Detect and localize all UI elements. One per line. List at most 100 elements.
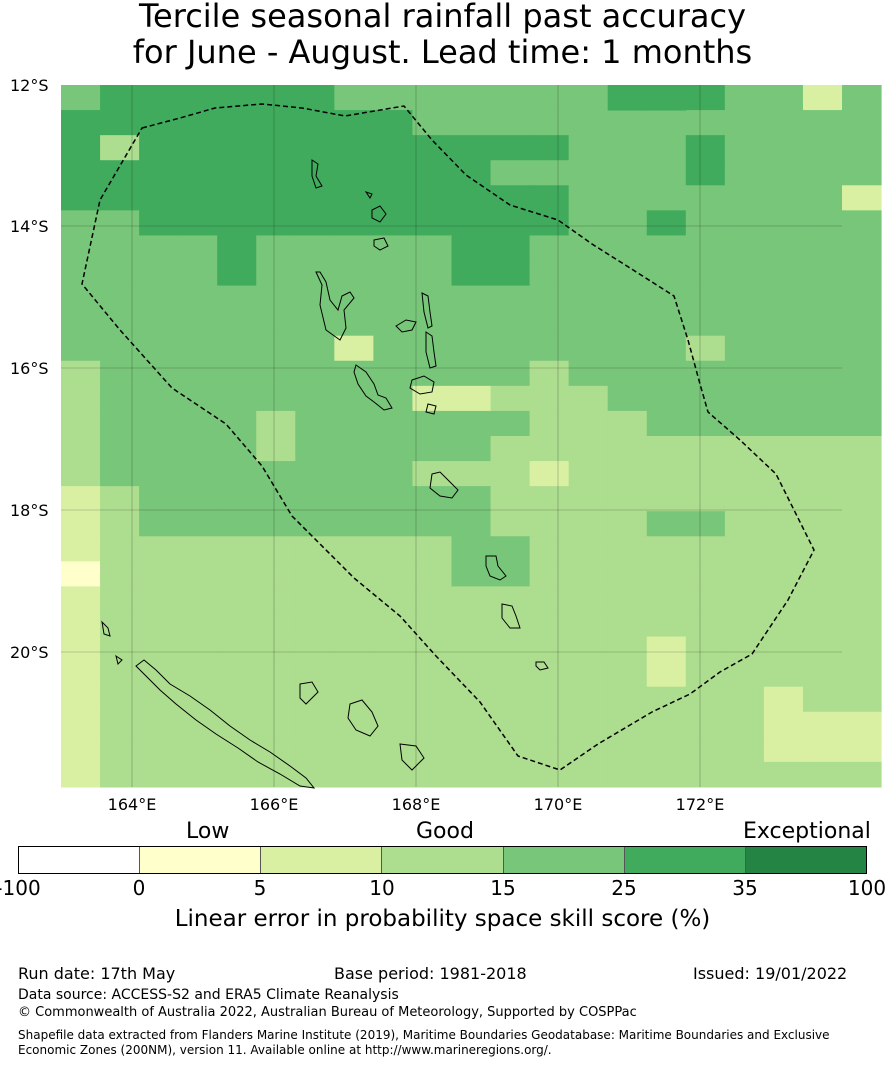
- grid-cell: [646, 636, 687, 663]
- grid-cell: [529, 285, 570, 312]
- grid-cell: [685, 761, 726, 788]
- grid-cell: [295, 736, 335, 763]
- grid-cell: [139, 285, 179, 312]
- new-caledonia-mainland: [135, 659, 316, 789]
- grid-cell: [295, 561, 335, 587]
- grid-cell: [451, 210, 492, 236]
- grid-cell: [802, 260, 843, 287]
- grid-cell: [61, 210, 101, 236]
- grid-cell: [217, 661, 257, 688]
- grid-cell: [139, 636, 179, 663]
- grid-cell: [178, 85, 218, 111]
- grid-cell: [412, 85, 453, 111]
- grid-cell: [607, 185, 648, 211]
- grid-cell: [763, 285, 804, 312]
- grid-cell: [217, 135, 257, 161]
- grid-cell: [568, 435, 609, 462]
- grid-cell: [178, 335, 218, 362]
- grid-cell: [295, 661, 335, 688]
- grid-cell: [646, 686, 687, 713]
- grid-cell: [607, 410, 648, 437]
- grid-cell: [412, 285, 453, 312]
- grid-cell: [61, 260, 101, 287]
- lon-label-172e: 172°E: [675, 795, 725, 814]
- grid-cell: [842, 736, 882, 763]
- grid-cell: [139, 335, 179, 362]
- grid-cell: [451, 561, 492, 587]
- grid-cell: [373, 260, 413, 287]
- grid-cell: [685, 360, 726, 387]
- grid-cell: [685, 435, 726, 462]
- lon-label-170e: 170°E: [533, 795, 583, 814]
- grid-cell: [763, 360, 804, 387]
- grid-cell: [178, 461, 218, 487]
- grid-cell: [842, 486, 882, 512]
- grid-cell: [529, 235, 570, 262]
- colorbar-segment-1: [140, 847, 262, 873]
- grid-cell: [490, 461, 531, 487]
- grid-cell: [842, 335, 882, 362]
- grid-cell: [217, 435, 257, 462]
- shapefile-credit-line-2: Economic Zones (200NM), version 11. Avai…: [18, 1043, 552, 1057]
- grid-cell: [842, 711, 882, 738]
- grid-cell: [568, 135, 609, 161]
- grid-cell: [724, 461, 765, 487]
- grid-cell: [100, 160, 140, 186]
- grid-cell: [373, 210, 413, 236]
- grid-cell: [61, 561, 101, 587]
- grid-cell: [685, 135, 726, 161]
- grid-cell: [217, 285, 257, 312]
- lat-label-12s: 12°S: [10, 76, 49, 95]
- grid-cell: [490, 385, 531, 412]
- grid-cell: [568, 711, 609, 738]
- grid-cell: [334, 85, 374, 111]
- grid-cell: [256, 711, 296, 738]
- grid-cell: [451, 611, 492, 638]
- grid-cell: [334, 435, 374, 462]
- colorbar-tick-7: 100: [847, 876, 885, 900]
- grid-cell: [842, 285, 882, 312]
- grid-cell: [61, 110, 101, 136]
- banks-islands: [311, 159, 389, 251]
- grid-cell: [373, 636, 413, 663]
- colorbar-tick-1: 0: [132, 876, 146, 900]
- grid-cell: [842, 511, 882, 537]
- grid-cell: [217, 486, 257, 512]
- colorbar-tick-6: 35: [732, 876, 758, 900]
- grid-cell: [451, 335, 492, 362]
- grid-cell: [724, 611, 765, 638]
- grid-cell: [256, 611, 296, 638]
- grid-cell: [412, 210, 453, 236]
- grid-cell: [685, 736, 726, 763]
- grid-cell: [842, 160, 882, 186]
- lat-label-20s: 20°S: [10, 643, 49, 662]
- grid-cell: [139, 410, 179, 437]
- grid-cell: [217, 511, 257, 537]
- grid-cell: [451, 360, 492, 387]
- grid-cell: [763, 135, 804, 161]
- colorbar: [18, 846, 867, 874]
- grid-cell: [217, 335, 257, 362]
- grid-cell: [412, 611, 453, 638]
- grid-cell: [451, 110, 492, 136]
- grid-cell: [802, 461, 843, 487]
- grid-cell: [646, 486, 687, 512]
- grid-cell: [178, 310, 218, 337]
- grid-cell: [529, 360, 570, 387]
- grid-cell: [568, 160, 609, 186]
- grid-cell: [217, 110, 257, 136]
- grid-cell: [607, 636, 648, 663]
- grid-cell: [100, 686, 140, 713]
- grid-cell: [842, 310, 882, 337]
- grid-cell: [451, 235, 492, 262]
- grid-cell: [568, 110, 609, 136]
- grid-cell: [100, 260, 140, 287]
- grid-cell: [412, 686, 453, 713]
- grid-cell: [763, 160, 804, 186]
- grid-cell: [724, 110, 765, 136]
- grid-cell: [842, 360, 882, 387]
- grid-cell: [802, 210, 843, 236]
- grid-cell: [334, 686, 374, 713]
- grid-cell: [373, 736, 413, 763]
- grid-cell: [100, 385, 140, 412]
